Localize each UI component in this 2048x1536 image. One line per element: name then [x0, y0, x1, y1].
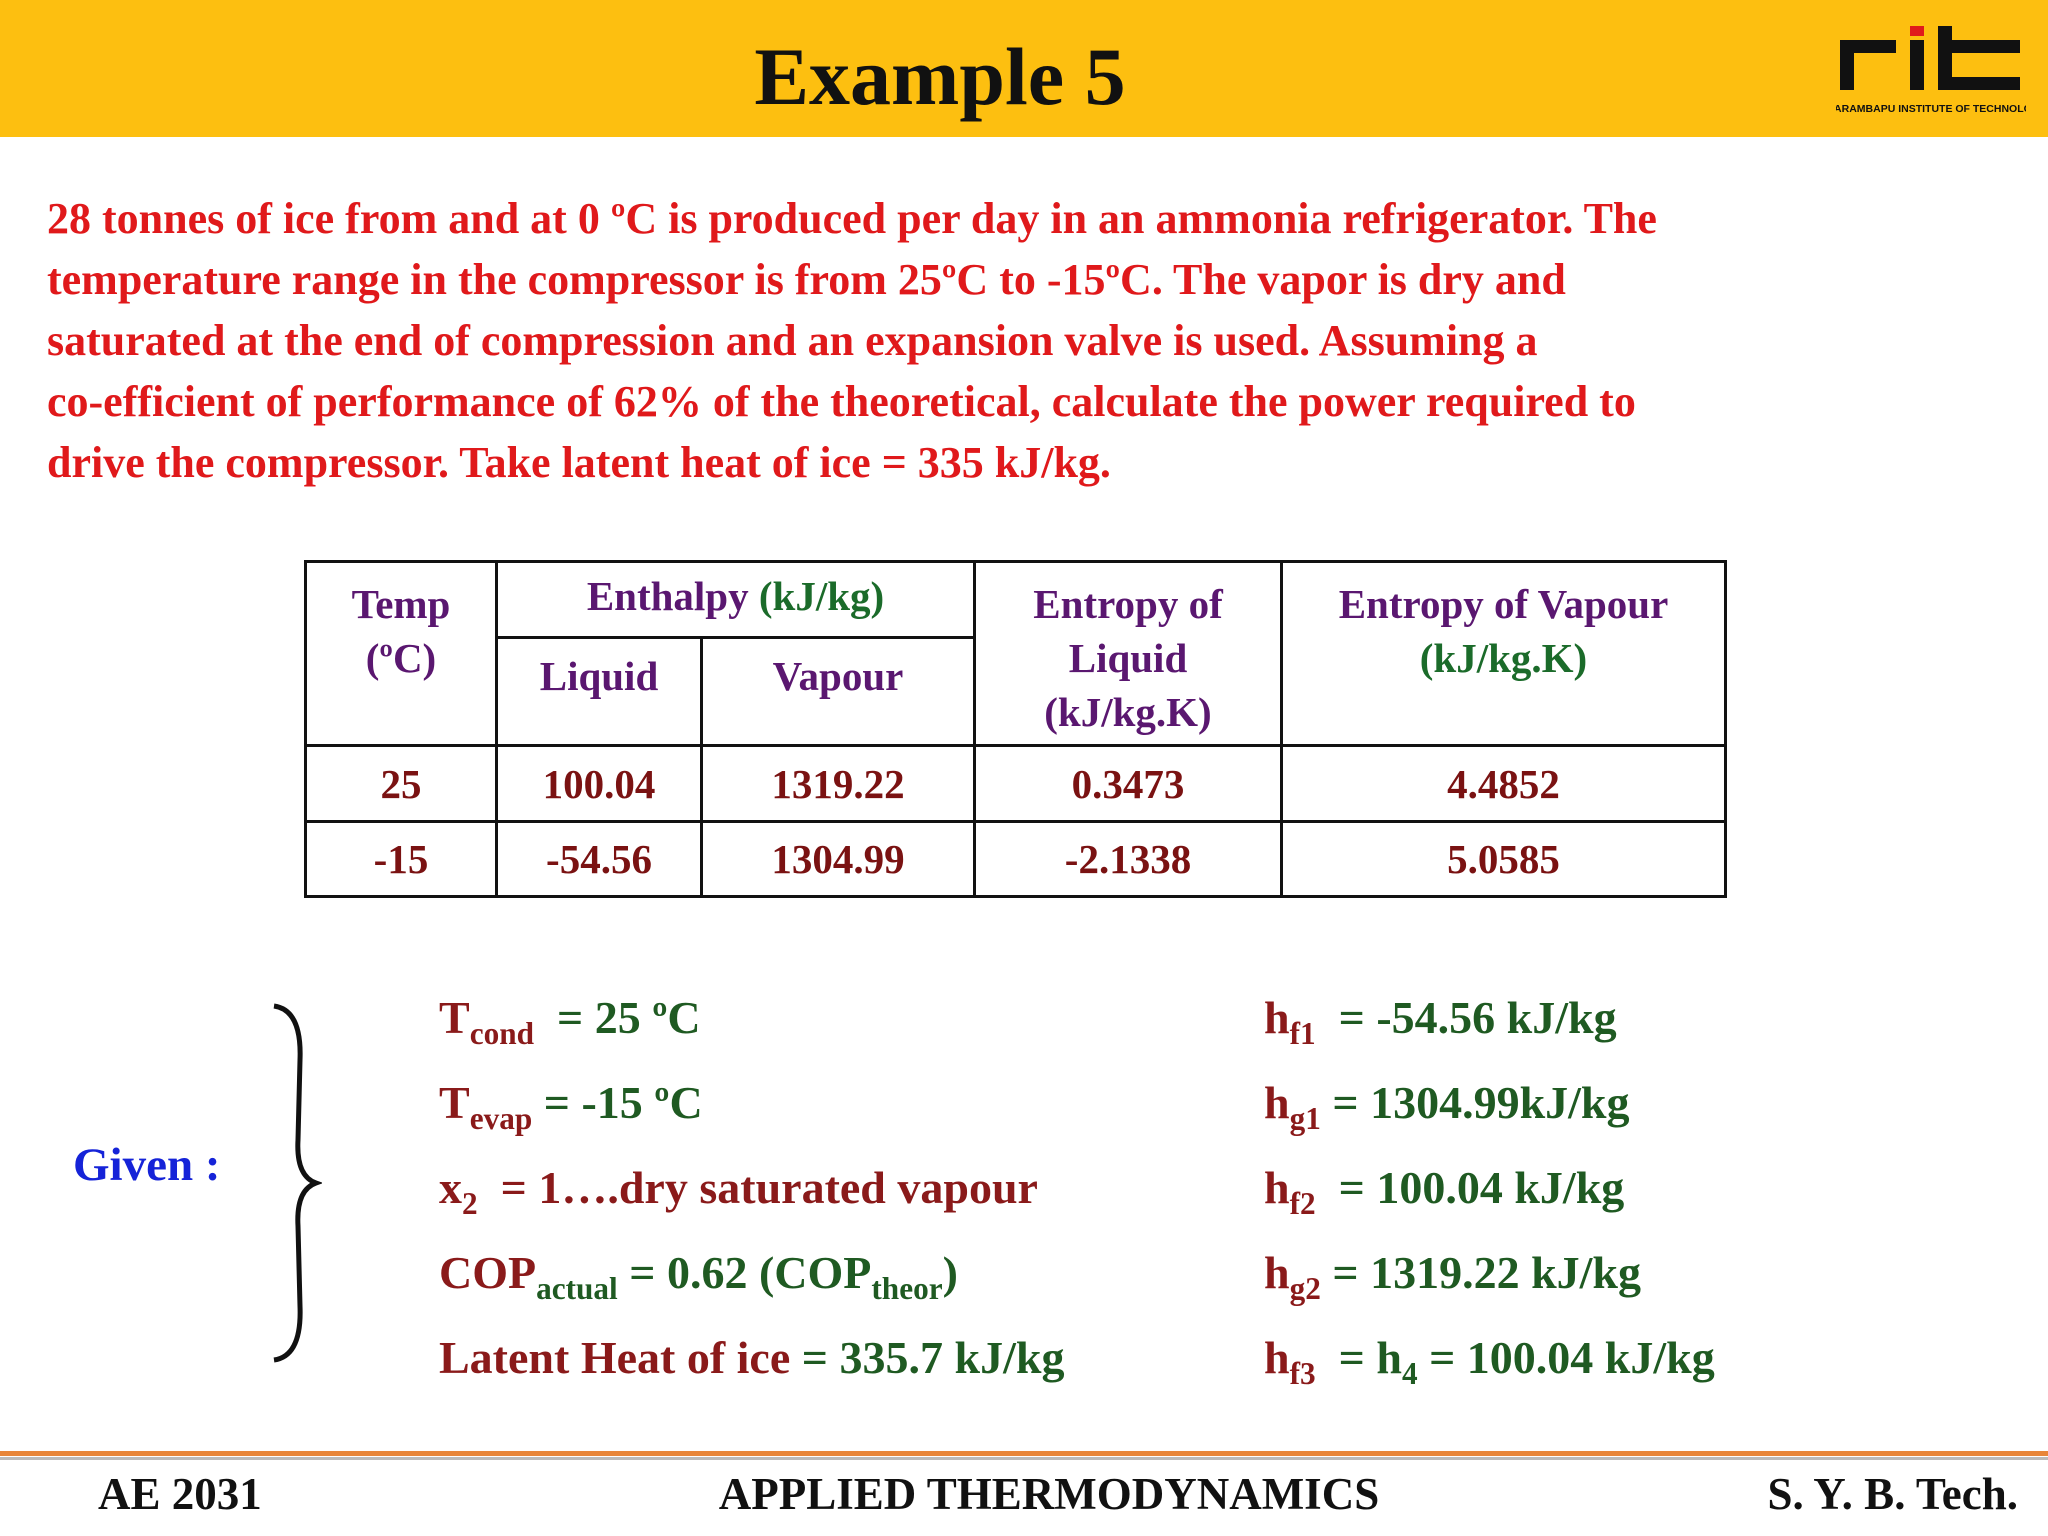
given-segment: g1 — [1289, 1100, 1321, 1136]
logo-caption: RAJARAMBAPU INSTITUTE OF TECHNOLOGY — [1836, 103, 2026, 115]
problem-line: drive the compressor. Take latent heat o… — [47, 438, 1111, 487]
given-segment: f1 — [1289, 1015, 1316, 1051]
given-line: hg2 = 1319.22 kJ/kg — [1264, 1233, 1715, 1318]
table-cell: -15 — [304, 820, 498, 898]
given-segment: g2 — [1289, 1270, 1321, 1306]
table-cell: 100.04 — [495, 744, 703, 823]
given-segment: cond — [469, 1015, 534, 1051]
header-cell: Enthalpy (kJ/kg) — [495, 560, 976, 639]
header-cell: Temp (ºC) — [304, 560, 498, 747]
given-segment: = 0.62 (COP — [617, 1247, 872, 1298]
table-cell: 25 — [304, 744, 498, 823]
given-line: hf1 = -54.56 kJ/kg — [1264, 978, 1715, 1063]
given-segment: h — [1264, 992, 1290, 1043]
table-row: -15 -54.56 1304.99 -2.1338 5.0585 — [304, 820, 1727, 898]
subheader-cell: Liquid — [495, 636, 703, 747]
brace — [273, 1003, 322, 1363]
table-cell: -54.56 — [495, 820, 703, 898]
given-segment: h — [1264, 1332, 1290, 1383]
given-segment: = h — [1315, 1332, 1402, 1383]
given-segment: f2 — [1289, 1185, 1316, 1221]
table-cell: -2.1338 — [973, 820, 1283, 898]
problem-line: temperature range in the compressor is f… — [47, 255, 1566, 304]
problem-line: co-efficient of performance of 62% of th… — [47, 377, 1636, 426]
given-segment: = 1….dry saturated vapour — [477, 1162, 1038, 1213]
logo: RAJARAMBAPU INSTITUTE OF TECHNOLOGY — [1836, 26, 2026, 115]
table-cell: 1304.99 — [700, 820, 976, 898]
given-segment: = 100.04 kJ/kg — [1417, 1332, 1715, 1383]
given-segment: x — [439, 1162, 462, 1213]
footer-rule-shadow — [0, 1457, 2048, 1460]
given-line: hf3 = h4 = 100.04 kJ/kg — [1264, 1318, 1715, 1403]
given-line: hf2 = 100.04 kJ/kg — [1264, 1148, 1715, 1233]
given-segment: 4 — [1401, 1355, 1418, 1391]
given-line: x2 = 1….dry saturated vapour — [439, 1148, 1064, 1233]
given-segment: = 335.7 kJ/kg — [790, 1332, 1065, 1383]
given-segment: ) — [942, 1247, 958, 1298]
given-segment: f3 — [1289, 1355, 1316, 1391]
given-segment: h — [1264, 1162, 1290, 1213]
problem-line: saturated at the end of compression and … — [47, 316, 1538, 365]
given-segment: = -54.56 kJ/kg — [1315, 992, 1617, 1043]
given-segment: = 100.04 kJ/kg — [1315, 1162, 1625, 1213]
given-line: Tcond = 25 ºC — [439, 978, 1064, 1063]
table-cell: 4.4852 — [1280, 744, 1727, 823]
property-table: Temp (ºC) Enthalpy (kJ/kg) Entropy of Liqu… — [304, 560, 1727, 898]
header-bar — [0, 0, 2048, 137]
given-line: hg1 = 1304.99kJ/kg — [1264, 1063, 1715, 1148]
given-segment: = 1304.99kJ/kg — [1320, 1077, 1630, 1128]
given-segment: 2 — [462, 1185, 478, 1221]
subheader-cell: Vapour — [700, 636, 976, 747]
given-line: COPactual = 0.62 (COPtheor) — [439, 1233, 1064, 1318]
table-cell: 1319.22 — [700, 744, 976, 823]
given-segment: = -15 ºC — [532, 1077, 703, 1128]
given-segment: Latent Heat of ice — [439, 1332, 791, 1383]
given-segment: theor — [871, 1270, 943, 1306]
footer-class: S. Y. B. Tech. — [1767, 1469, 2018, 1519]
footer-rule — [0, 1451, 2048, 1456]
problem-statement: 28 tonnes of ice from and at 0 ºC is pro… — [47, 188, 1657, 493]
given-label: Given : — [73, 1139, 221, 1191]
given-segment: T — [439, 992, 470, 1043]
slide-title: Example 5 — [754, 31, 1126, 122]
given-segment: T — [439, 1077, 470, 1128]
given-segment: COP — [439, 1247, 537, 1298]
given-segment: actual — [536, 1270, 618, 1306]
table-cell: 0.3473 — [973, 744, 1283, 823]
given-segment: = 1319.22 kJ/kg — [1320, 1247, 1642, 1298]
given-line: Tevap = -15 ºC — [439, 1063, 1064, 1148]
table-cell: 5.0585 — [1280, 820, 1727, 898]
given-segment: h — [1264, 1077, 1290, 1128]
given-right: hf1 = -54.56 kJ/kg hg1 = 1304.99kJ/kg hf2 … — [1264, 978, 1715, 1403]
given-segment: h — [1264, 1247, 1290, 1298]
given-segment: evap — [469, 1100, 533, 1136]
footer-subject: APPLIED THERMODYNAMICS — [718, 1469, 1380, 1519]
given-segment: = 25 ºC — [533, 992, 701, 1043]
footer-course: AE 2031 — [98, 1469, 262, 1519]
given-left: Tcond = 25 ºC Tevap = -15 ºC x2 = 1….dry s… — [439, 978, 1064, 1398]
given-line: Latent Heat of ice = 335.7 kJ/kg — [439, 1318, 1064, 1398]
problem-line: 28 tonnes of ice from and at 0 ºC is pro… — [47, 194, 1657, 243]
table-row: 25 100.04 1319.22 0.3473 4.4852 — [304, 744, 1727, 823]
header-cell: Entropy of Liquid (kJ/kg.K) — [973, 560, 1283, 747]
header-cell: Entropy of Vapour (kJ/kg.K) — [1280, 560, 1727, 747]
